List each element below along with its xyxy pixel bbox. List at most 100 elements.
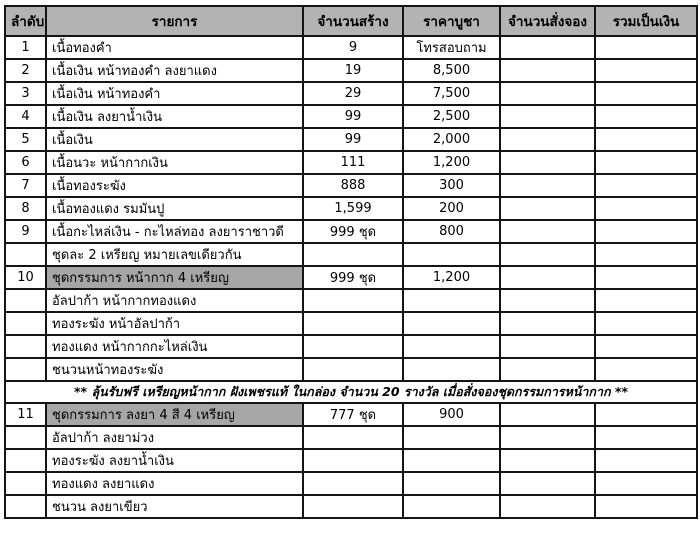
cell-total xyxy=(594,104,698,129)
cell-no xyxy=(4,288,47,313)
cell-item: ทองแดง หน้ากากกะไหล่เงิน xyxy=(45,334,304,359)
cell-ordered xyxy=(499,425,596,451)
table-row: 9 เนื้อกะไหล่เงิน - กะไหล่ทอง ลงยาราชาวดี… xyxy=(4,219,698,244)
cell-item: ชนวนหน้าทองระฆัง xyxy=(45,357,304,382)
cell-item: ชุดละ 2 เหรียญ หมายเลขเดียวกัน xyxy=(45,242,304,267)
cell-qty xyxy=(302,471,404,497)
cell-no: 5 xyxy=(4,127,47,152)
table-row: ชนวน ลงยาเขียว xyxy=(4,494,698,520)
cell-ordered xyxy=(499,35,596,60)
cell-total xyxy=(594,35,698,60)
cell-ordered xyxy=(499,494,596,520)
cell-ordered xyxy=(499,265,596,290)
cell-qty: 99 xyxy=(302,104,404,129)
cell-qty xyxy=(302,334,404,359)
cell-total xyxy=(594,196,698,221)
cell-total xyxy=(594,242,698,267)
cell-price: 800 xyxy=(402,219,501,244)
cell-ordered xyxy=(499,357,596,382)
cell-price xyxy=(402,288,501,313)
table-row: ทองแดง หน้ากากกะไหล่เงิน xyxy=(4,334,698,359)
column-header-price: ราคาบูชา xyxy=(402,5,501,37)
cell-item: ทองระฆัง หน้าอัลปาก้า xyxy=(45,311,304,336)
cell-price xyxy=(402,242,501,267)
table-row: ทองระฆัง ลงยาน้ำเงิน xyxy=(4,448,698,474)
cell-no xyxy=(4,448,47,474)
cell-ordered xyxy=(499,58,596,83)
table-row: 3 เนื้อเงิน หน้าทองคำ 29 7,500 xyxy=(4,81,698,106)
cell-total xyxy=(594,494,698,520)
cell-item: อัลปาก้า หน้ากากทองแดง xyxy=(45,288,304,313)
cell-no xyxy=(4,242,47,267)
cell-total xyxy=(594,334,698,359)
cell-qty xyxy=(302,494,404,520)
cell-no xyxy=(4,334,47,359)
cell-qty xyxy=(302,288,404,313)
cell-ordered xyxy=(499,334,596,359)
cell-item: ชนวน ลงยาเขียว xyxy=(45,494,304,520)
cell-no: 10 xyxy=(4,265,47,290)
cell-price xyxy=(402,357,501,382)
cell-qty: 19 xyxy=(302,58,404,83)
cell-total xyxy=(594,150,698,175)
cell-total xyxy=(594,288,698,313)
cell-price: 1,200 xyxy=(402,150,501,175)
cell-no xyxy=(4,357,47,382)
table-row: 4 เนื้อเงิน ลงยาน้ำเงิน 99 2,500 xyxy=(4,104,698,129)
cell-no: 6 xyxy=(4,150,47,175)
table-row: 6 เนื้อนวะ หน้ากากเงิน 111 1,200 xyxy=(4,150,698,175)
cell-no xyxy=(4,471,47,497)
cell-total xyxy=(594,448,698,474)
cell-total xyxy=(594,357,698,382)
cell-price: โทรสอบถาม xyxy=(402,35,501,60)
table-row: ทองแดง ลงยาแดง xyxy=(4,471,698,497)
cell-ordered xyxy=(499,150,596,175)
cell-total xyxy=(594,402,698,428)
table-row: 11 ชุดกรรมการ ลงยา 4 สี 4 เหรียญ 777 ชุด 90… xyxy=(4,402,698,428)
cell-qty xyxy=(302,242,404,267)
cell-no: 1 xyxy=(4,35,47,60)
table-header-row: ลำดับ รายการ จำนวนสร้าง ราคาบูชา จำนวนสั่งจอ… xyxy=(4,5,698,37)
cell-qty: 999 ชุด xyxy=(302,219,404,244)
cell-price xyxy=(402,425,501,451)
cell-ordered xyxy=(499,219,596,244)
cell-no xyxy=(4,494,47,520)
cell-item: เนื้อเงิน xyxy=(45,127,304,152)
cell-total xyxy=(594,173,698,198)
cell-item: เนื้อเงิน ลงยาน้ำเงิน xyxy=(45,104,304,129)
cell-price: 900 xyxy=(402,402,501,428)
cell-ordered xyxy=(499,127,596,152)
cell-price: 2,500 xyxy=(402,104,501,129)
cell-no: 8 xyxy=(4,196,47,221)
cell-item: เนื้อกะไหล่เงิน - กะไหล่ทอง ลงยาราชาวดี xyxy=(45,219,304,244)
cell-qty: 888 xyxy=(302,173,404,198)
cell-ordered xyxy=(499,81,596,106)
cell-no xyxy=(4,425,47,451)
cell-ordered xyxy=(499,288,596,313)
cell-ordered xyxy=(499,196,596,221)
cell-price: 8,500 xyxy=(402,58,501,83)
cell-item: ทองแดง ลงยาแดง xyxy=(45,471,304,497)
column-header-qty: จำนวนสร้าง xyxy=(302,5,404,37)
cell-qty xyxy=(302,425,404,451)
cell-item: เนื้อนวะ หน้ากากเงิน xyxy=(45,150,304,175)
cell-item: อัลปาก้า ลงยาม่วง xyxy=(45,425,304,451)
cell-item: ทองระฆัง ลงยาน้ำเงิน xyxy=(45,448,304,474)
cell-price xyxy=(402,471,501,497)
column-header-ordered: จำนวนสั่งจอง xyxy=(499,5,596,37)
cell-no: 2 xyxy=(4,58,47,83)
cell-ordered xyxy=(499,471,596,497)
cell-qty xyxy=(302,311,404,336)
cell-item: เนื้อเงิน หน้าทองคำ ลงยาแดง xyxy=(45,58,304,83)
cell-price: 2,000 xyxy=(402,127,501,152)
cell-qty: 111 xyxy=(302,150,404,175)
cell-total xyxy=(594,81,698,106)
column-header-item: รายการ xyxy=(45,5,304,37)
cell-qty: 777 ชุด xyxy=(302,402,404,428)
column-header-total: รวมเป็นเงิน xyxy=(594,5,698,37)
cell-total xyxy=(594,127,698,152)
cell-item: เนื้อทองคำ xyxy=(45,35,304,60)
cell-qty: 9 xyxy=(302,35,404,60)
table-row: อัลปาก้า หน้ากากทองแดง xyxy=(4,288,698,313)
cell-ordered xyxy=(499,311,596,336)
